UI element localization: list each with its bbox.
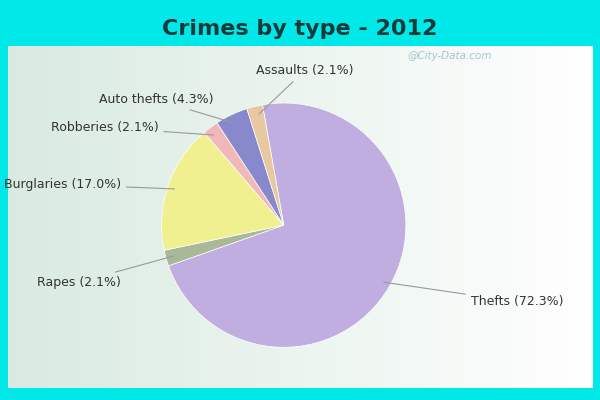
Text: Thefts (72.3%): Thefts (72.3%) bbox=[383, 282, 563, 308]
Text: Auto thefts (4.3%): Auto thefts (4.3%) bbox=[99, 93, 233, 123]
Text: @City-Data.com: @City-Data.com bbox=[407, 51, 492, 61]
Wedge shape bbox=[204, 123, 284, 225]
Wedge shape bbox=[247, 105, 284, 225]
Text: Burglaries (17.0%): Burglaries (17.0%) bbox=[4, 178, 175, 191]
Text: Assaults (2.1%): Assaults (2.1%) bbox=[256, 64, 353, 114]
Text: Rapes (2.1%): Rapes (2.1%) bbox=[37, 256, 173, 289]
Wedge shape bbox=[169, 103, 406, 347]
Wedge shape bbox=[161, 132, 284, 250]
Wedge shape bbox=[164, 225, 284, 266]
Text: Crimes by type - 2012: Crimes by type - 2012 bbox=[163, 18, 437, 39]
Wedge shape bbox=[217, 109, 284, 225]
Text: Robberies (2.1%): Robberies (2.1%) bbox=[50, 121, 214, 135]
